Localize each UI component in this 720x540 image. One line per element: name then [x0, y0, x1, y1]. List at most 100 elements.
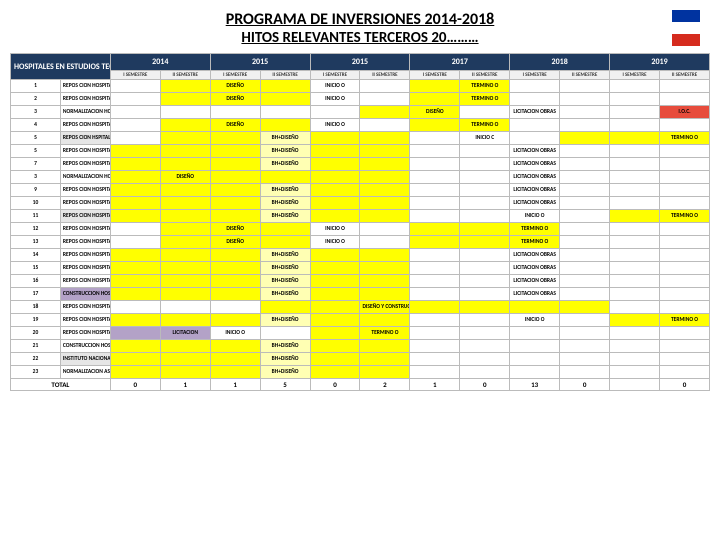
gantt-cell [659, 249, 709, 262]
gantt-cell [160, 145, 210, 158]
row-number: 1 [11, 80, 61, 93]
gantt-cell [560, 327, 610, 340]
gantt-cell [160, 223, 210, 236]
row-number: 17 [11, 288, 61, 301]
gantt-cell [360, 236, 410, 249]
gantt-cell [610, 223, 660, 236]
row-number: 21 [11, 340, 61, 353]
gantt-cell [410, 93, 460, 106]
header-year: 2017 [410, 54, 510, 71]
gantt-cell [110, 288, 160, 301]
gantt-cell [659, 236, 709, 249]
gantt-cell [260, 119, 310, 132]
gantt-cell [610, 106, 660, 119]
total-label: TOTAL [11, 379, 111, 391]
table-row: 2REPOS CION HOSPITAL DE C DE CH DE ALMAG… [11, 93, 710, 106]
gantt-cell [610, 171, 660, 184]
gantt-cell [110, 158, 160, 171]
gantt-cell: DISEÑO [160, 171, 210, 184]
gantt-cell [610, 145, 660, 158]
gantt-cell: BH+DISEÑO [260, 275, 310, 288]
gantt-cell [510, 132, 560, 145]
hospital-name: REPOS CION HOSPITAL FRUTILLAR [60, 275, 110, 288]
gantt-cell [310, 210, 360, 223]
header-semester: I SEMESTRE [210, 71, 260, 80]
gantt-cell [610, 340, 660, 353]
gantt-cell [560, 119, 610, 132]
hospital-name: REPOS CION HOSPITAL CORONEL [60, 158, 110, 171]
gantt-cell [410, 301, 460, 314]
gantt-cell [110, 301, 160, 314]
flag-white [672, 22, 700, 34]
gantt-cell [460, 275, 510, 288]
header-semester: I SEMESTRE [310, 71, 360, 80]
gantt-cell [160, 184, 210, 197]
gantt-cell [410, 171, 460, 184]
gantt-cell [460, 106, 510, 119]
gantt-cell [110, 340, 160, 353]
table-row: 5REPOS CION HOSPITAL LOTABH+DISEÑOLICITA… [11, 145, 710, 158]
gantt-cell [360, 119, 410, 132]
gantt-cell [659, 262, 709, 275]
hospital-name: CONSTRUCCION HOSPITAL DE PUERTO VARAS [60, 288, 110, 301]
header-semester: II SEMESTRE [160, 71, 210, 80]
table-total-row: TOTAL011502101300 [11, 379, 710, 391]
gantt-cell [160, 93, 210, 106]
gantt-cell: DISEÑO [210, 119, 260, 132]
header-semester: II SEMESTRE [260, 71, 310, 80]
gantt-cell [460, 249, 510, 262]
gantt-cell [160, 275, 210, 288]
gantt-cell [460, 288, 510, 301]
header-semester: I SEMESTRE [410, 71, 460, 80]
gantt-cell [659, 366, 709, 379]
hospital-name: CONSTRUCCION HOSPITAL ZONA NORTE-SANTIAG… [60, 340, 110, 353]
gantt-cell [410, 262, 460, 275]
gantt-cell [460, 314, 510, 327]
gantt-cell: BH+DISEÑO [260, 158, 310, 171]
gantt-cell [310, 288, 360, 301]
gantt-cell: INICIO O [310, 80, 360, 93]
row-number: 22 [11, 353, 61, 366]
gantt-cell [310, 327, 360, 340]
gantt-cell [110, 353, 160, 366]
gantt-cell [460, 262, 510, 275]
header-semester: II SEMESTRE [659, 71, 709, 80]
gantt-cell [659, 184, 709, 197]
gantt-cell [659, 145, 709, 158]
gantt-cell [510, 93, 560, 106]
gantt-cell [610, 327, 660, 340]
row-number: 5 [11, 145, 61, 158]
page-title: PROGRAMA DE INVERSIONES 2014-2018 [0, 10, 720, 29]
row-number: 10 [11, 197, 61, 210]
gantt-cell [659, 171, 709, 184]
gantt-cell: DISEÑO [210, 223, 260, 236]
header-semester: II SEMESTRE [360, 71, 410, 80]
hospital-name: REPOS CION HOSPITAL DE PARRAL [60, 119, 110, 132]
gantt-cell: INICIO O [310, 93, 360, 106]
row-number: 23 [11, 366, 61, 379]
gantt-cell [410, 340, 460, 353]
table-row: 11REPOS CION HOSPITAL DE NACIMIENTOBH+DI… [11, 210, 710, 223]
row-number: 18 [11, 301, 61, 314]
gantt-cell [110, 145, 160, 158]
gantt-cell [510, 301, 560, 314]
gantt-cell [560, 80, 610, 93]
gantt-cell [410, 288, 460, 301]
gantt-cell [410, 223, 460, 236]
gantt-cell [410, 327, 460, 340]
gantt-cell [460, 236, 510, 249]
gantt-cell [260, 106, 310, 119]
gantt-cell [460, 145, 510, 158]
gantt-cell [510, 119, 560, 132]
gantt-cell [360, 340, 410, 353]
gantt-cell [310, 340, 360, 353]
gantt-cell [360, 275, 410, 288]
gantt-cell: LICITACION OBRAS [510, 145, 560, 158]
gantt-cell: INICIO O [310, 119, 360, 132]
row-number: 19 [11, 314, 61, 327]
gantt-cell [160, 80, 210, 93]
gantt-cell: INICIO O [510, 210, 560, 223]
gantt-cell [560, 158, 610, 171]
gantt-cell [310, 106, 360, 119]
gantt-cell [160, 106, 210, 119]
